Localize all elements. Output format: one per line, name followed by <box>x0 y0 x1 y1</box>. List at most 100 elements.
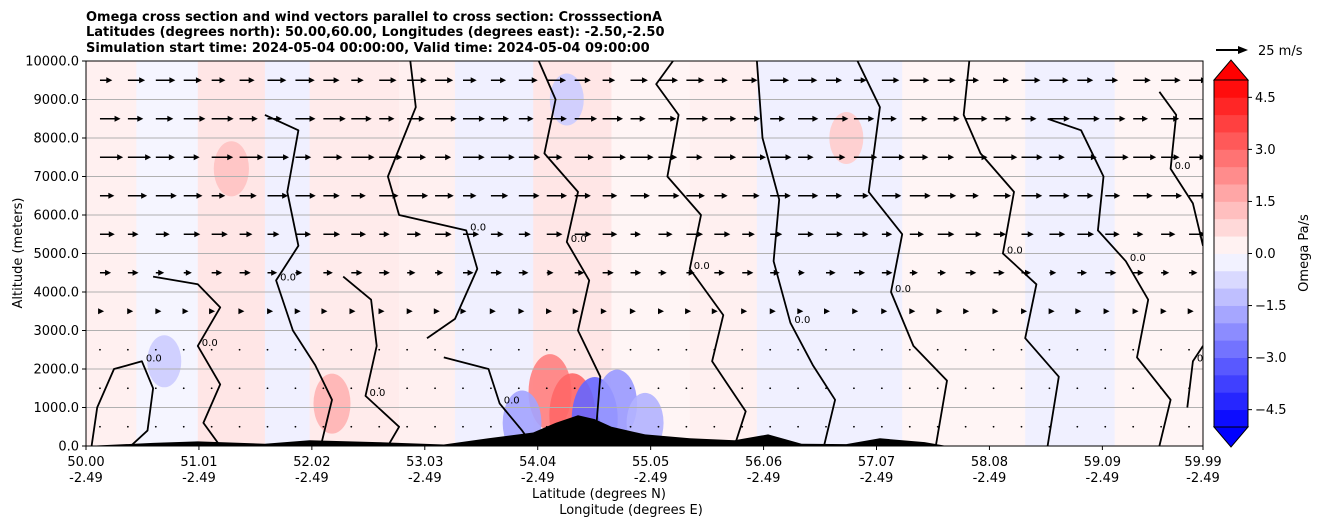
wind-vector-head <box>336 154 343 161</box>
wind-vector-head <box>420 154 427 161</box>
title-line-3: Simulation start time: 2024-05-04 00:00:… <box>86 41 650 56</box>
wind-vector-head <box>182 308 189 315</box>
wind-vector-dot <box>322 387 325 390</box>
x-tick-sublabel: -2.49 <box>521 471 555 486</box>
wind-vector-head <box>406 308 413 315</box>
wind-vector-dot <box>741 387 744 390</box>
wind-vector-head <box>629 308 636 315</box>
contour-label: 0.0 <box>571 234 587 245</box>
wind-vector-head <box>785 154 792 161</box>
wind-vector-dot <box>517 387 520 390</box>
x-tick-label: 50.00 <box>67 455 104 470</box>
y-tick-label: 8000.0 <box>34 132 80 147</box>
contour-label: 0.0 <box>146 353 162 364</box>
wind-vector-head <box>168 154 175 161</box>
wind-vector-dot <box>434 425 436 428</box>
wind-vector-head <box>1110 269 1117 276</box>
wind-vector-dot <box>378 348 381 351</box>
wind-vector-head <box>294 308 301 315</box>
wind-vector-dot <box>238 348 241 351</box>
wind-vector-dot <box>1020 425 1023 428</box>
wind-vector-dot <box>462 425 464 428</box>
wind-vector-head <box>698 77 705 84</box>
omega-cell <box>147 335 182 388</box>
wind-vector-head <box>251 115 258 122</box>
wind-vector-head <box>167 115 174 122</box>
wind-vector-dot <box>936 425 939 428</box>
wind-vector-head <box>195 77 202 84</box>
wind-vector-head <box>415 231 422 238</box>
wind-vector-dot <box>713 348 716 351</box>
wind-vector-head <box>584 192 591 199</box>
wind-vector-head <box>836 231 843 238</box>
wind-vector-head <box>334 231 341 238</box>
wind-vector-dot <box>1132 348 1135 351</box>
colorbar: −4.5 −3.0 −1.5 0.0 1.5 3.0 4.5 <box>1212 59 1287 448</box>
colorbar-segment <box>1214 357 1248 376</box>
x-tick-sublabel: -2.49 <box>295 471 329 486</box>
wind-vector-head <box>970 269 977 276</box>
wind-vector-head <box>862 231 869 238</box>
wind-vector-head <box>561 192 568 199</box>
wind-vector-head <box>420 77 427 84</box>
wind-vector-dot <box>1132 387 1135 390</box>
wind-vector-head <box>141 192 148 199</box>
wind-vector-head <box>751 77 758 84</box>
wind-vector-head <box>721 77 728 84</box>
wind-vector-head <box>163 231 170 238</box>
wind-vector-head <box>1081 269 1088 276</box>
wind-vector-head <box>349 308 356 315</box>
wind-vector-head <box>185 269 192 276</box>
wind-vector-head <box>409 269 416 276</box>
wind-vector-head <box>1030 115 1037 122</box>
wind-vector-dot <box>908 387 911 390</box>
wind-vector-head <box>357 77 364 84</box>
wind-vector-head <box>922 154 929 161</box>
wind-vector-head <box>760 154 767 161</box>
y-axis-label: Altitude (meters) <box>11 198 26 309</box>
wind-vector-head <box>949 77 956 84</box>
wind-vector-dot <box>322 348 325 351</box>
wind-vector-dot <box>1160 425 1163 428</box>
wind-vector-head <box>194 231 201 238</box>
quiver-key-arrow-head <box>1238 46 1248 54</box>
wind-vector-head <box>936 308 943 315</box>
quiver-key-label: 25 m/s <box>1258 44 1303 59</box>
wind-vector-head <box>773 269 780 276</box>
wind-vector-head <box>1144 77 1151 84</box>
colorbar-extend-max <box>1212 59 1250 81</box>
wind-vector-head <box>445 231 452 238</box>
zero-contour <box>655 61 747 446</box>
wind-vector-dot <box>1160 387 1163 390</box>
wind-vector-head <box>1150 154 1157 161</box>
wind-vector-dot <box>154 348 157 351</box>
wind-vector-dot <box>964 348 967 351</box>
wind-vector-head <box>600 308 607 315</box>
wind-vector-head <box>886 269 893 276</box>
wind-vector-head <box>578 269 585 276</box>
wind-vector-head <box>108 192 115 199</box>
colorbar-segment <box>1214 166 1248 185</box>
colorbar-segment <box>1214 114 1248 133</box>
wind-vector-head <box>619 154 626 161</box>
zero-contour <box>756 61 836 446</box>
wind-vector-head <box>1113 231 1120 238</box>
wind-vector-head <box>1027 231 1034 238</box>
wind-vector-head <box>963 308 970 315</box>
wind-vector-head <box>779 115 786 122</box>
wind-vector-dot <box>1076 425 1079 428</box>
wind-vector-head <box>360 231 367 238</box>
x-tick-label: 57.07 <box>858 455 895 470</box>
wind-vector-dot <box>741 425 744 428</box>
x-tick-sublabel: -2.49 <box>860 471 894 486</box>
wind-vector-head <box>881 308 888 315</box>
omega-cell <box>502 390 542 446</box>
wind-vector-head <box>812 115 819 122</box>
wind-vector-dot <box>1076 348 1079 351</box>
wind-vector-head <box>503 115 510 122</box>
wind-vector-head <box>246 231 253 238</box>
wind-vector-head <box>1036 192 1043 199</box>
wind-vector-head <box>609 77 616 84</box>
wind-vector-head <box>842 115 849 122</box>
wind-vector-head <box>267 308 274 315</box>
